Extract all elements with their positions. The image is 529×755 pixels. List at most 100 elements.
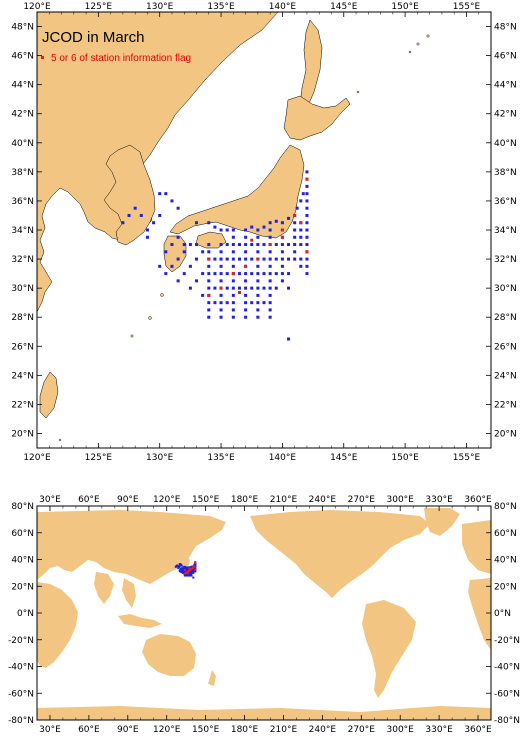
station-point [256, 286, 260, 290]
station-point [305, 170, 309, 174]
world-station-point [189, 574, 192, 577]
station-point [195, 221, 199, 225]
station-point [268, 315, 272, 319]
world-station-point [188, 573, 191, 576]
station-point [305, 257, 309, 261]
station-point [299, 243, 303, 247]
lon-label-bottom: 150°E [391, 453, 419, 463]
lat-label-right: 46°N [494, 52, 517, 62]
station-point [207, 264, 211, 268]
station-point [219, 308, 223, 312]
station-point [219, 257, 223, 261]
station-point [244, 272, 248, 276]
world-station-point [193, 563, 196, 566]
station-point [231, 315, 235, 319]
station-point [268, 286, 272, 290]
station-point [293, 228, 297, 232]
station-point [262, 301, 266, 305]
station-point [244, 301, 248, 305]
lat-label-left: 28°N [11, 313, 34, 323]
world-station-point [192, 571, 195, 574]
station-point [195, 243, 199, 247]
hokkaido [283, 95, 351, 141]
world-lon-label-top: 90°E [117, 495, 139, 505]
world-lat-label-left: 80°N [11, 502, 34, 512]
world-flagged-station-point [185, 571, 188, 574]
station-point [231, 235, 235, 239]
world-flagged-station-point [190, 567, 193, 570]
world-station-point [179, 568, 182, 571]
lat-label-left: 46°N [11, 52, 34, 62]
station-point [158, 264, 162, 268]
station-point [207, 301, 211, 305]
world-station-point [191, 570, 194, 573]
station-point [133, 206, 137, 210]
world-lon-label-bottom: 60°E [78, 725, 100, 735]
kyushu [163, 235, 187, 273]
lat-label-right: 26°N [494, 342, 517, 352]
flagged-station-point [207, 257, 211, 261]
flagged-station-point [299, 221, 303, 225]
legend-marker [41, 56, 44, 59]
lat-label-right: 42°N [494, 110, 517, 120]
station-point [237, 272, 241, 276]
lon-label-bottom: 140°E [269, 453, 297, 463]
station-point [244, 257, 248, 261]
station-point [274, 272, 278, 276]
station-point [182, 272, 186, 276]
world-station-points [174, 561, 197, 579]
station-point [293, 243, 297, 247]
station-point [256, 228, 260, 232]
lat-label-left: 42°N [11, 110, 34, 120]
station-point [182, 250, 186, 254]
world-station-point [181, 567, 184, 570]
flagged-station-point [305, 177, 309, 181]
world-lat-label-right: 80°N [494, 502, 517, 512]
world-lon-label-bottom: 120°E [153, 725, 181, 735]
station-point [231, 243, 235, 247]
station-point [231, 301, 235, 305]
station-point [207, 221, 211, 225]
island [416, 42, 420, 46]
lon-label-bottom: 130°E [146, 453, 174, 463]
station-point [250, 286, 254, 290]
station-point [207, 272, 211, 276]
world-lon-label-top: 150°E [192, 495, 220, 505]
station-point [250, 243, 254, 247]
station-point [293, 235, 297, 239]
station-point [268, 250, 272, 254]
world-flagged-station-point [186, 570, 189, 573]
station-point [219, 315, 223, 319]
island [356, 90, 360, 94]
world-lat-label-left: -40°N [8, 663, 34, 673]
station-point [213, 257, 217, 261]
flagged-station-point [237, 290, 241, 294]
station-point [262, 257, 266, 261]
station-point [274, 257, 278, 261]
station-point [256, 293, 260, 297]
station-point [207, 250, 211, 254]
station-point [280, 264, 284, 268]
station-point [293, 257, 297, 261]
station-point [305, 228, 309, 232]
world-station-point [186, 574, 189, 577]
southeast-asia [122, 578, 136, 608]
station-point [201, 250, 205, 254]
station-point [225, 228, 229, 232]
world-lon-label-top: 330°E [425, 495, 453, 505]
station-point [207, 308, 211, 312]
lat-label-right: 48°N [494, 23, 517, 33]
honshu [169, 144, 305, 239]
station-point [250, 301, 254, 305]
world-lon-label-top: 120°E [153, 495, 181, 505]
station-point [164, 250, 168, 254]
island [58, 438, 62, 442]
station-point [207, 243, 211, 247]
world-lat-label-left: -80°N [8, 716, 34, 726]
station-point [268, 257, 272, 261]
station-point [213, 272, 217, 276]
station-point [305, 221, 309, 225]
axis-labels: 120°E 120°E 125°E 125°E 130°E 130°E 135°E 135°E… [11, 2, 516, 463]
world-station-point [185, 574, 188, 577]
station-point [305, 243, 309, 247]
